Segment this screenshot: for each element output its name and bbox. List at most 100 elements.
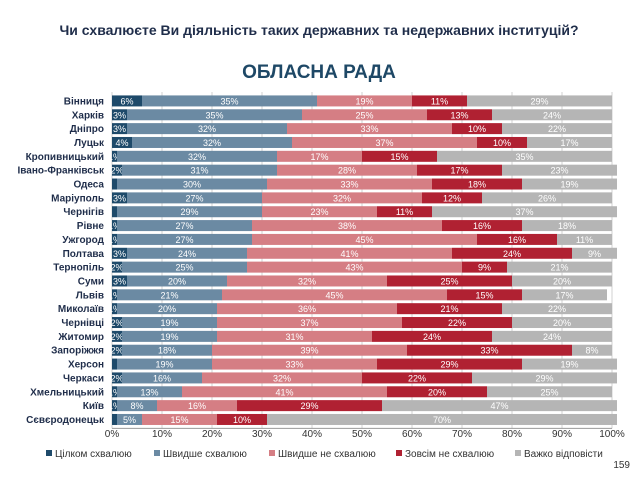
data-label: 25% <box>440 276 458 286</box>
data-label: 8% <box>585 346 598 356</box>
bar-segment <box>377 358 522 370</box>
bar-segment <box>127 275 227 287</box>
data-label: 24% <box>543 332 561 342</box>
data-label: 20% <box>428 387 446 397</box>
data-label: 11% <box>396 207 413 217</box>
data-label: 35% <box>515 152 533 162</box>
data-label: 32% <box>273 373 291 383</box>
data-label: 16% <box>508 235 526 245</box>
bar-segment <box>277 150 362 162</box>
data-label: 24% <box>503 249 521 259</box>
bar-segment <box>402 317 512 329</box>
bar-segment <box>112 178 117 190</box>
data-label: 31% <box>190 166 208 176</box>
bar-segment <box>522 178 617 190</box>
bar-segment <box>182 386 387 398</box>
data-label: 29% <box>530 96 548 106</box>
bar-segment <box>267 413 617 425</box>
data-label: 21% <box>160 290 178 300</box>
data-label: 19% <box>160 332 178 342</box>
data-label: 23% <box>310 207 328 217</box>
bar-segment <box>117 386 182 398</box>
data-label: 1% <box>108 290 121 300</box>
bar-segment <box>212 344 407 356</box>
data-label: 1% <box>108 387 121 397</box>
data-label: 30% <box>183 180 201 190</box>
bar-segment <box>377 206 432 218</box>
bar-segment <box>127 123 287 135</box>
bar-segment <box>117 206 262 218</box>
bar-segment <box>292 136 477 148</box>
category-label: Тернопіль <box>53 263 104 274</box>
bar-segment <box>122 330 217 342</box>
bar-segment <box>452 247 572 259</box>
x-tick-label: 30% <box>252 429 272 440</box>
bar-segment <box>132 136 292 148</box>
bar-segment <box>122 164 277 176</box>
data-label: 27% <box>185 193 203 203</box>
bar-segment <box>407 344 572 356</box>
x-tick-label: 70% <box>452 429 472 440</box>
data-label: 20% <box>168 276 186 286</box>
bar-segment <box>362 372 472 384</box>
data-label: 16% <box>473 221 491 231</box>
x-tick-label: 10% <box>152 429 172 440</box>
data-label: 19% <box>560 180 578 190</box>
bar-segment <box>252 220 442 232</box>
data-label: 2% <box>110 346 123 356</box>
data-label: 22% <box>548 304 566 314</box>
bar-segment <box>502 303 612 315</box>
bar-segment <box>572 344 612 356</box>
category-label: Маріуполь <box>51 193 104 204</box>
data-label: 18% <box>558 221 576 231</box>
bar-segment <box>492 330 612 342</box>
data-label: 20% <box>158 304 176 314</box>
bar-segment <box>117 303 217 315</box>
bar-segment <box>277 164 417 176</box>
category-label: Полтава <box>63 249 105 260</box>
data-label: 9% <box>588 249 601 259</box>
data-label: 35% <box>205 110 223 120</box>
x-tick-label: 80% <box>502 429 522 440</box>
data-label: 45% <box>325 290 343 300</box>
bar-segment <box>302 109 427 121</box>
bar-segment <box>387 386 487 398</box>
bar-segment <box>217 303 397 315</box>
bar-segment <box>117 178 267 190</box>
bar-segment <box>112 386 117 398</box>
data-label: 17% <box>560 138 578 148</box>
data-label: 18% <box>158 346 176 356</box>
bar-segment <box>262 206 377 218</box>
category-label: Кропивницький <box>26 152 104 163</box>
bar-segment <box>112 233 117 245</box>
bar-segment <box>387 275 512 287</box>
bar-segment <box>522 358 617 370</box>
data-label: 18% <box>468 180 486 190</box>
bar-segment <box>117 358 212 370</box>
bar-segment <box>512 275 612 287</box>
category-label: Черкаси <box>63 373 104 384</box>
data-label: 29% <box>535 373 553 383</box>
chart-title: Чи схвалюєте Ви діяльність таких державн… <box>59 22 579 38</box>
data-label: 2% <box>110 332 123 342</box>
category-label: Київ <box>83 401 104 412</box>
bar-segment <box>122 261 247 273</box>
chart-subtitle: ОБЛАСНА РАДА <box>242 62 396 83</box>
bar-segment <box>237 400 382 412</box>
bar-segment <box>112 289 117 301</box>
data-label: 37% <box>515 207 533 217</box>
bar-segment <box>112 413 117 425</box>
legend-swatch <box>46 450 52 456</box>
bar-segment <box>247 261 462 273</box>
bar-segment <box>492 109 612 121</box>
legend-label: Швидше не схвалюю <box>278 449 376 460</box>
bar-segment <box>127 109 302 121</box>
data-label: 2% <box>110 373 123 383</box>
data-label: 17% <box>450 166 468 176</box>
data-label: 31% <box>285 332 303 342</box>
category-label: Хмельницький <box>30 387 104 398</box>
bar-segment <box>117 233 252 245</box>
bar-segment <box>482 192 612 204</box>
bar-segment <box>432 206 617 218</box>
data-label: 41% <box>275 387 293 397</box>
